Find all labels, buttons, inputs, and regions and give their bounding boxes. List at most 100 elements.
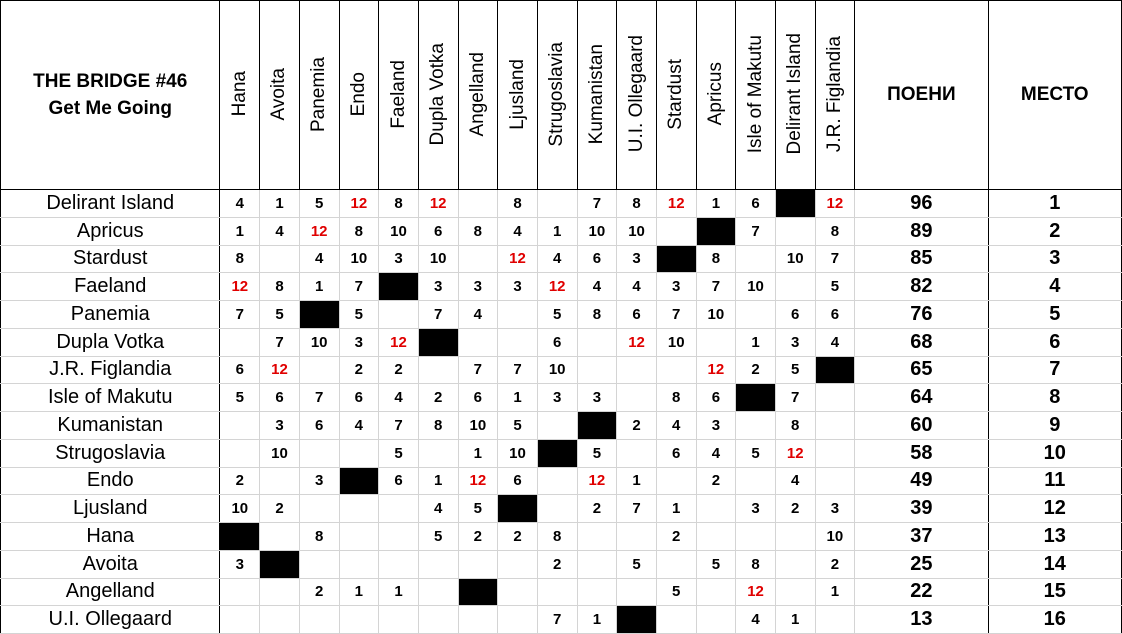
empty-cell — [735, 411, 776, 440]
vote: 7 — [576, 189, 618, 218]
self-cell — [735, 383, 776, 412]
vote: 5 — [576, 438, 618, 468]
vote: 10 — [616, 216, 657, 246]
vote: 5 — [655, 577, 697, 607]
country: Dupla Votka — [0, 327, 221, 357]
vote: 3 — [735, 494, 776, 523]
vote: 5 — [219, 383, 261, 412]
vote: 7 — [695, 272, 737, 301]
row: J.R. Figlandia 6 12 2 2 7 7 10 12 2 5 65 7 — [0, 355, 1122, 385]
vote: 10 — [536, 355, 578, 385]
empty-cell — [378, 522, 419, 551]
empty-cell — [497, 577, 538, 607]
place-header: МЕСТО — [987, 0, 1122, 190]
self-cell — [536, 438, 578, 468]
self-cell — [298, 300, 340, 329]
empty-cell — [259, 244, 300, 274]
vote: 8 — [259, 272, 300, 301]
empty-cell — [457, 189, 499, 218]
vote: 12 — [655, 189, 697, 218]
country: Strugoslavia — [0, 438, 221, 468]
vote: 8 — [219, 244, 261, 274]
vote: 12 — [497, 244, 538, 274]
vote: 7 — [536, 605, 578, 634]
vote: 1 — [378, 577, 419, 607]
vote: 12 — [774, 438, 816, 468]
column-label: Delirant Island — [784, 33, 806, 155]
place: 9 — [987, 411, 1122, 440]
vote: 5 — [695, 549, 737, 579]
column-header: Endo — [338, 0, 380, 190]
vote: 10 — [695, 300, 737, 329]
vote: 6 — [378, 466, 419, 496]
points: 25 — [854, 549, 989, 579]
place: 14 — [987, 549, 1122, 579]
empty-cell — [457, 244, 499, 274]
empty-cell — [417, 438, 459, 468]
title-line: Get Me Going — [48, 98, 172, 119]
vote: 5 — [497, 411, 538, 440]
empty-cell — [417, 577, 459, 607]
vote: 4 — [616, 272, 657, 301]
self-cell — [695, 216, 737, 246]
vote: 2 — [378, 355, 419, 385]
vote: 4 — [497, 216, 538, 246]
place: 4 — [987, 272, 1122, 301]
row: Angelland 2 1 1 5 12 1 22 15 — [0, 577, 1122, 607]
empty-cell — [378, 549, 419, 579]
points: 82 — [854, 272, 989, 301]
header-row: THE BRIDGE #46 Get Me Going Hana Avoita Pan… — [0, 0, 1122, 190]
vote: 4 — [298, 244, 340, 274]
empty-cell — [417, 355, 459, 385]
vote: 6 — [219, 355, 261, 385]
vote: 8 — [774, 411, 816, 440]
row: Apricus 1 4 12 8 10 6 8 4 1 10 10 7 8 89 2 — [0, 216, 1122, 246]
vote: 4 — [417, 494, 459, 523]
vote: 3 — [814, 494, 856, 523]
country: Ljusland — [0, 494, 221, 523]
column-label: J.R. Figlandia — [823, 35, 845, 153]
self-cell — [576, 411, 618, 440]
points-header: ПОЕНИ — [854, 0, 989, 190]
vote: 6 — [259, 383, 300, 412]
column-header: Apricus — [695, 0, 737, 190]
vote: 12 — [536, 272, 578, 301]
points: 39 — [854, 494, 989, 523]
empty-cell — [378, 494, 419, 523]
country: Endo — [0, 466, 221, 496]
column-header: Angelland — [457, 0, 499, 190]
vote: 8 — [655, 383, 697, 412]
vote: 3 — [576, 383, 618, 412]
empty-cell — [259, 577, 300, 607]
vote: 12 — [814, 189, 856, 218]
vote: 4 — [814, 327, 856, 357]
vote: 2 — [576, 494, 618, 523]
vote: 10 — [378, 216, 419, 246]
vote: 5 — [735, 438, 776, 468]
column-label: Hana — [228, 71, 250, 117]
vote: 3 — [774, 327, 816, 357]
vote: 6 — [497, 466, 538, 496]
points: 13 — [854, 605, 989, 634]
points: 65 — [854, 355, 989, 385]
empty-cell — [338, 438, 380, 468]
empty-cell — [695, 327, 737, 357]
row: Dupla Votka 7 10 3 12 6 12 10 1 3 4 68 6 — [0, 327, 1122, 357]
place: 2 — [987, 216, 1122, 246]
row: U.I. Ollegaard 7 1 4 1 13 16 — [0, 605, 1122, 634]
vote: 2 — [338, 355, 380, 385]
vote: 7 — [655, 300, 697, 329]
place: 12 — [987, 494, 1122, 523]
vote: 1 — [576, 605, 618, 634]
vote: 5 — [774, 355, 816, 385]
empty-cell — [774, 522, 816, 551]
empty-cell — [695, 577, 737, 607]
place: 1 — [987, 189, 1122, 218]
vote: 2 — [655, 522, 697, 551]
vote: 6 — [774, 300, 816, 329]
place: 8 — [987, 383, 1122, 412]
empty-cell — [298, 355, 340, 385]
vote: 12 — [298, 216, 340, 246]
vote: 1 — [219, 216, 261, 246]
vote: 2 — [695, 466, 737, 496]
